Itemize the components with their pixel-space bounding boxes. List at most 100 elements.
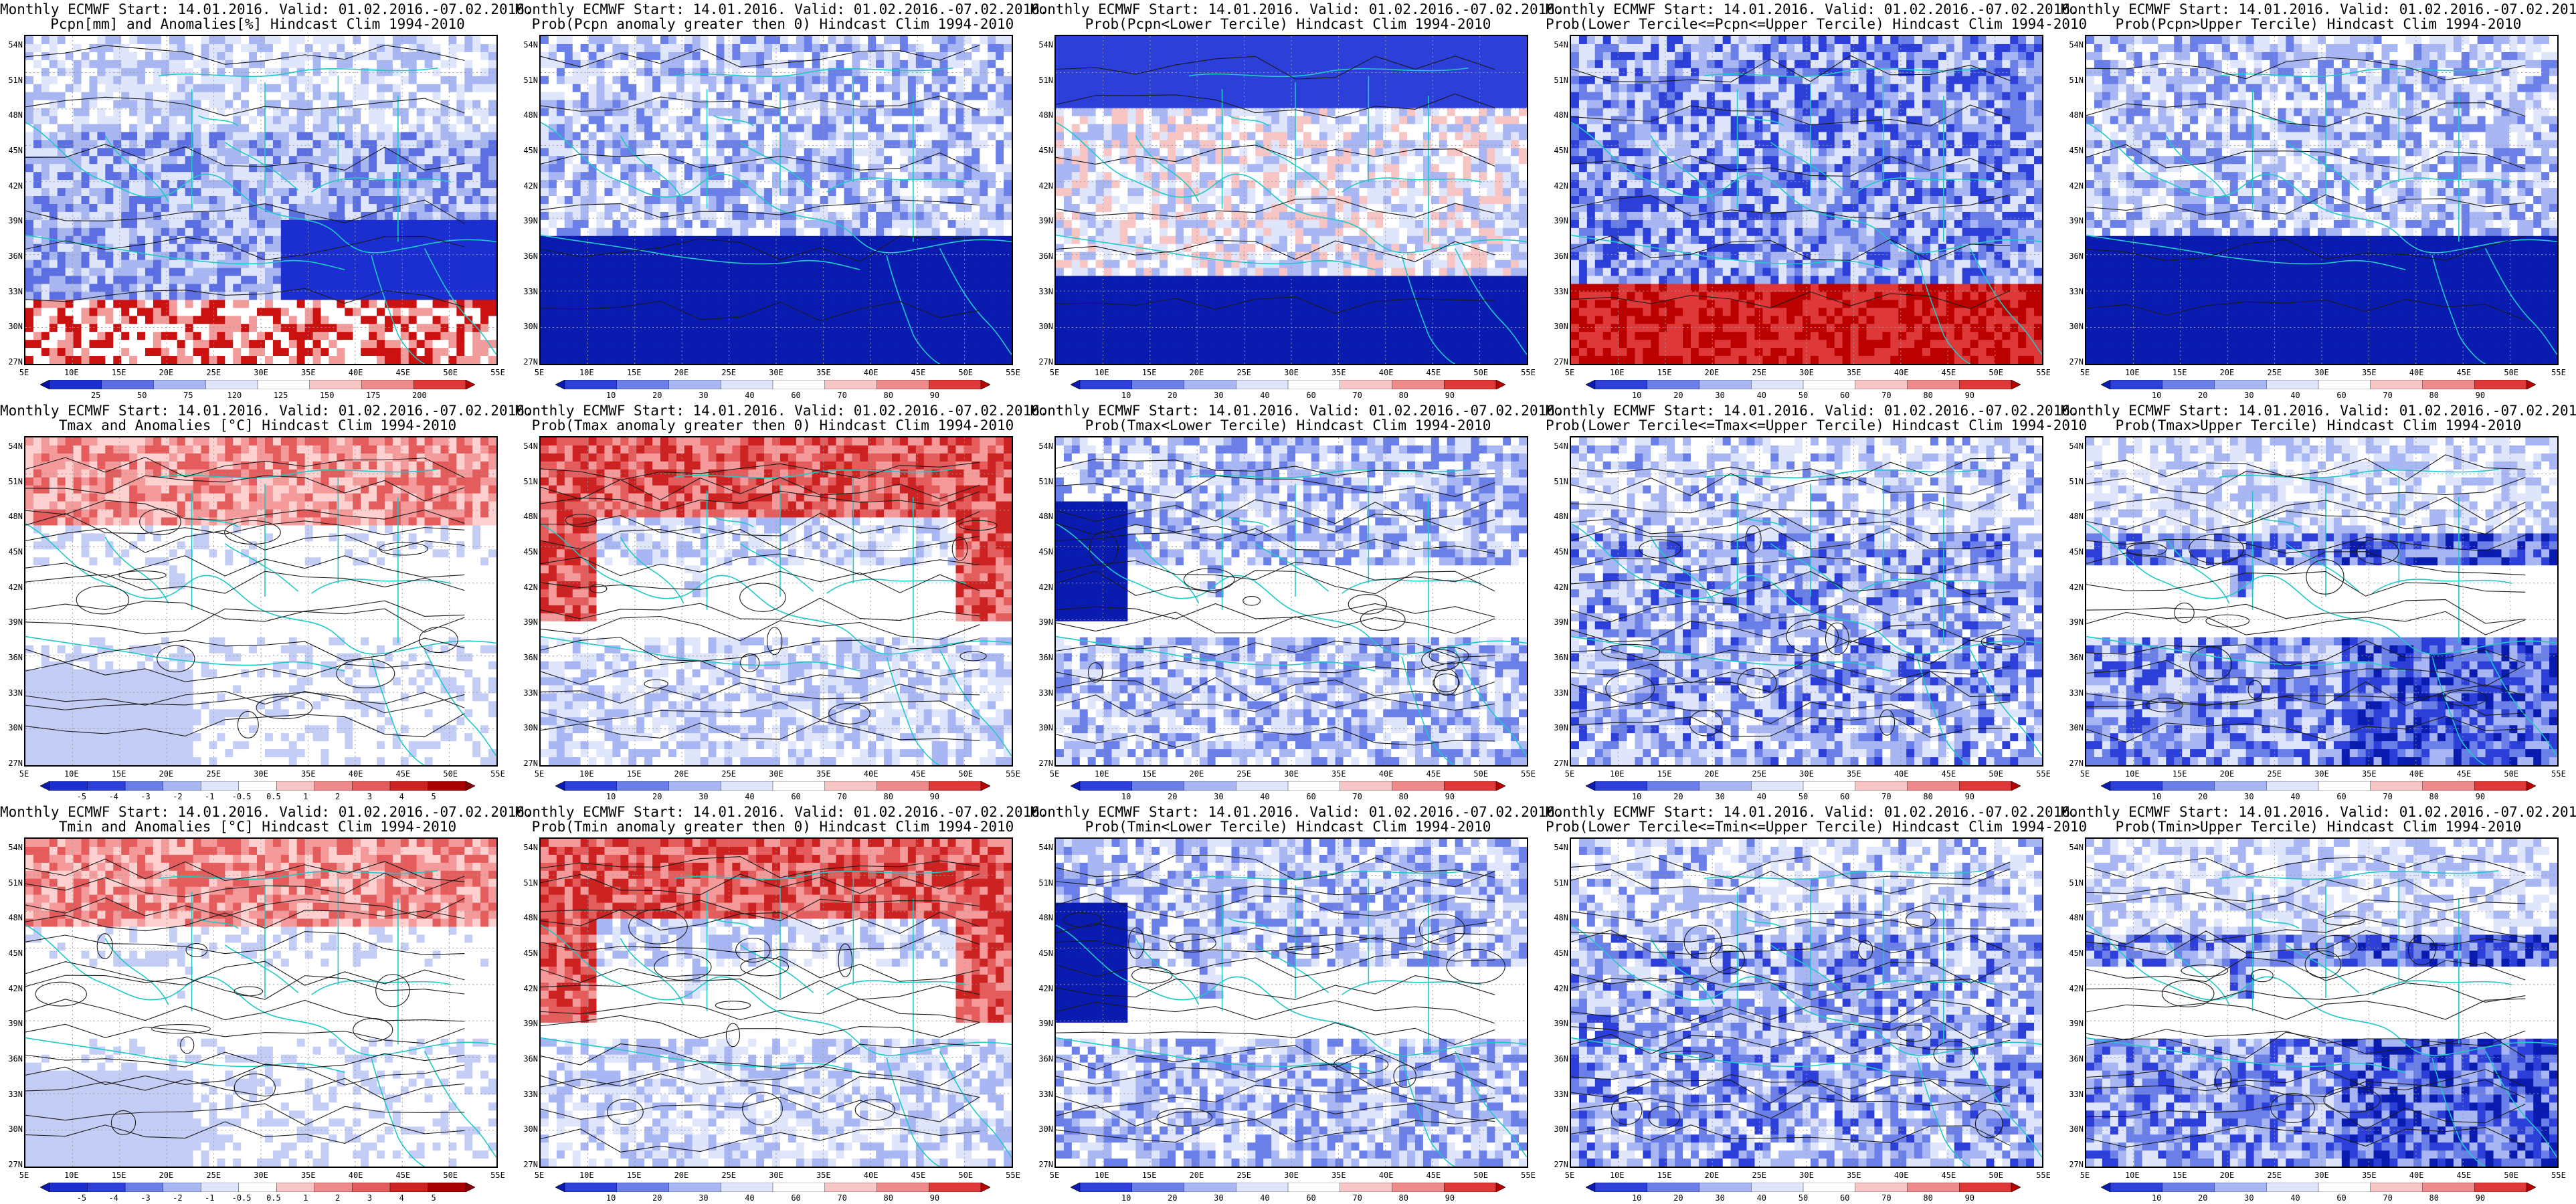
latitude-label: 39N (1546, 617, 1568, 627)
latitude-label: 48N (0, 110, 23, 120)
latitude-label: 33N (0, 1090, 23, 1099)
latitude-label: 54N (2061, 40, 2084, 49)
longitude-label: 45E (905, 769, 931, 779)
forecast-panel: Monthly ECMWF Start: 14.01.2016. Valid: … (0, 401, 533, 803)
longitude-label: 5E (2072, 1171, 2098, 1180)
coastlines (1056, 468, 1527, 765)
longitude-label: 50E (952, 769, 979, 779)
coastlines (541, 67, 1012, 364)
latitude-label: 42N (2061, 984, 2084, 993)
color-scale-label: 70 (2375, 391, 2401, 400)
map-frame (1570, 35, 2043, 365)
color-scale-label: 30 (1707, 1193, 1734, 1203)
color-scale-label: 40 (1748, 391, 1775, 400)
latitude-label: 54N (0, 40, 23, 49)
longitude-label: 30E (1793, 1171, 1820, 1180)
latitude-label: 27N (515, 357, 538, 367)
latitude-label: 36N (2061, 653, 2084, 662)
latitude-label: 30N (1546, 322, 1568, 331)
longitude-label: 10E (2119, 769, 2146, 779)
color-scale-label: 20 (2189, 391, 2216, 400)
map-frame (2085, 35, 2559, 365)
color-scale-label: 60 (2328, 391, 2355, 400)
longitude-label: 55E (2030, 368, 2057, 377)
longitude-label: 25E (715, 368, 742, 377)
longitude-label: 15E (1651, 368, 1678, 377)
longitude-label: 50E (2498, 1171, 2524, 1180)
longitude-label: 15E (106, 368, 132, 377)
latitude-label: 33N (1546, 287, 1568, 296)
latitude-label: 39N (515, 617, 538, 627)
color-scale-label: 20 (1159, 792, 1186, 801)
latitude-label: 54N (515, 843, 538, 852)
latitude-label: 54N (1030, 40, 1053, 49)
longitude-label: 25E (2261, 769, 2288, 779)
forecast-panel: Monthly ECMWF Start: 14.01.2016. Valid: … (1546, 803, 2087, 1204)
latitude-label: 48N (0, 512, 23, 521)
color-scale-label: 175 (360, 391, 387, 400)
color-scale-label: 90 (1437, 1193, 1463, 1203)
color-scale-label: 70 (829, 391, 856, 400)
longitude-label: 30E (1278, 1171, 1305, 1180)
longitude-label: 35E (2356, 368, 2383, 377)
longitude-label: 45E (905, 368, 931, 377)
shaded-field (541, 437, 1012, 765)
contour-lines (1571, 458, 2025, 738)
forecast-panel: Monthly ECMWF Start: 14.01.2016. Valid: … (1546, 401, 2087, 803)
latitude-label: 51N (1030, 76, 1053, 85)
latitude-label: 36N (2061, 252, 2084, 261)
color-scale-label: 60 (1831, 792, 1858, 801)
color-scale-label: 5 (420, 792, 447, 801)
color-scale-label: 1 (292, 792, 319, 801)
longitude-label: 35E (295, 368, 322, 377)
map-frame (1054, 837, 1528, 1168)
color-scale-label: 20 (644, 792, 670, 801)
color-scale-bar (1071, 781, 1505, 791)
latitude-label: 30N (0, 723, 23, 732)
color-scale-label: 80 (1915, 391, 1942, 400)
longitude-label: 5E (1556, 368, 1583, 377)
longitude-label: 20E (153, 368, 179, 377)
color-scale-label: 40 (1251, 391, 1278, 400)
latitude-label: 42N (515, 984, 538, 993)
color-scale-label: 10 (2143, 792, 2170, 801)
color-scale-label: 90 (921, 792, 948, 801)
color-scale-label: 60 (1298, 792, 1325, 801)
latitude-label: 42N (0, 984, 23, 993)
panel-title-line1: Monthly ECMWF Start: 14.01.2016. Valid: … (1030, 1, 1564, 17)
longitude-label: 25E (2261, 368, 2288, 377)
color-scale-label: 3 (356, 792, 383, 801)
longitude-label: 50E (1983, 1171, 2009, 1180)
color-scale-label: 20 (1665, 1193, 1691, 1203)
longitude-label: 15E (1136, 769, 1163, 779)
color-scale-label: 30 (1205, 1193, 1232, 1203)
color-scale-label: 80 (1390, 1193, 1417, 1203)
latitude-label: 33N (0, 688, 23, 698)
latitude-label: 42N (0, 583, 23, 592)
contour-lines (25, 45, 465, 308)
map-frame (1570, 837, 2043, 1168)
forecast-panel: Monthly ECMWF Start: 14.01.2016. Valid: … (0, 803, 533, 1204)
color-scale-label: 60 (783, 391, 810, 400)
latitude-label: 33N (2061, 287, 2084, 296)
forecast-panel: Monthly ECMWF Start: 14.01.2016. Valid: … (2061, 803, 2576, 1204)
longitude-label: 15E (621, 769, 648, 779)
latitude-label: 54N (1030, 441, 1053, 451)
color-scale-label: 70 (1344, 391, 1371, 400)
longitude-label: 55E (2545, 769, 2572, 779)
latitude-label: 30N (1030, 322, 1053, 331)
longitude-label: 20E (2213, 368, 2240, 377)
color-scale-label: 40 (736, 1193, 763, 1203)
color-scale-label: 30 (690, 391, 717, 400)
latitude-label: 27N (515, 759, 538, 768)
panel-title-line2: Prob(Tmax>Upper Tercile) Hindcast Clim 1… (2061, 417, 2576, 433)
latitude-label: 39N (1030, 1019, 1053, 1028)
color-scale-label: 70 (1344, 792, 1371, 801)
longitude-label: 50E (1467, 368, 1494, 377)
longitude-label: 20E (1698, 1171, 1725, 1180)
panel-title-line2: Prob(Lower Tercile<=Tmin<=Upper Tercile)… (1546, 819, 2087, 835)
latitude-label: 45N (0, 547, 23, 557)
latitude-label: 30N (1546, 723, 1568, 732)
map-frame (24, 837, 498, 1168)
longitude-label: 55E (1515, 368, 1542, 377)
